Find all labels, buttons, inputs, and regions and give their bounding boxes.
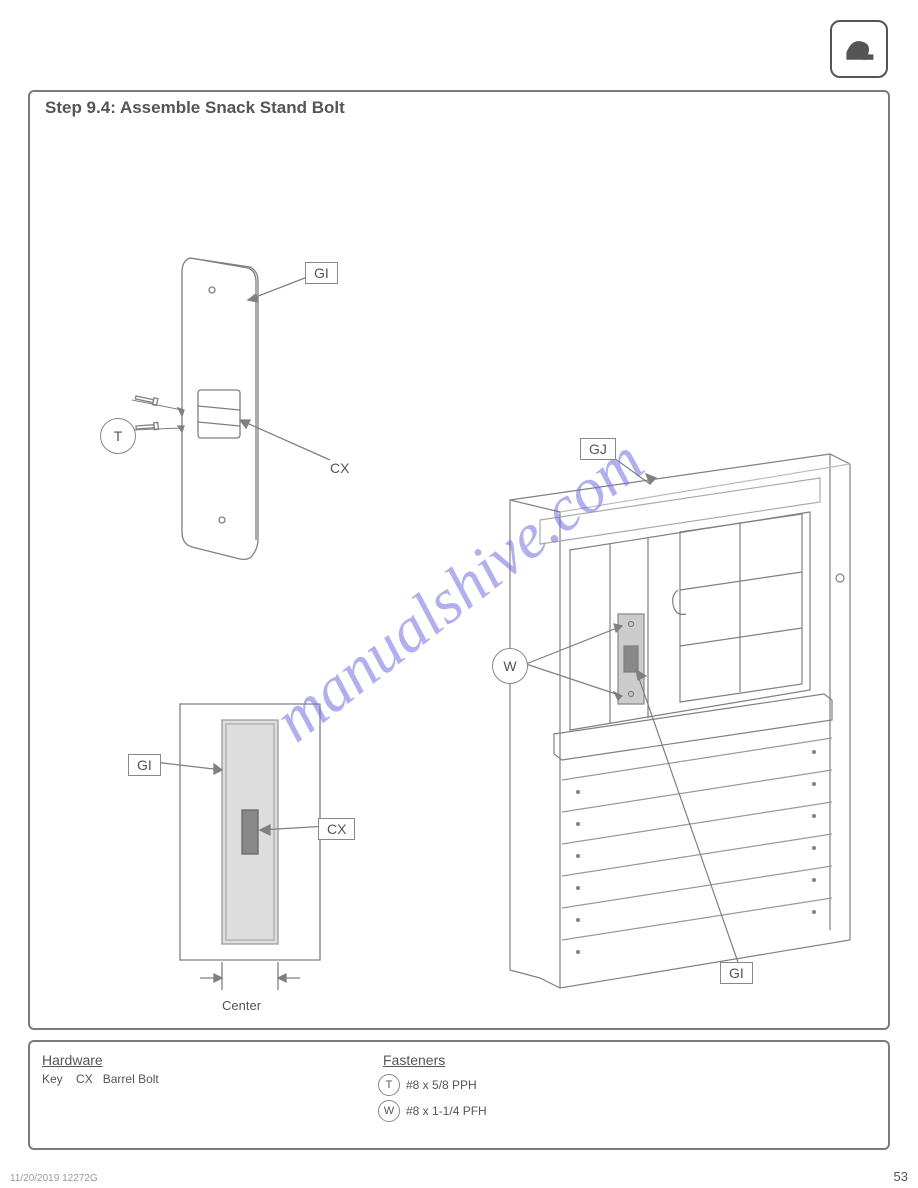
spacing-right-label: CX <box>318 818 355 840</box>
spacing-left-label: GI <box>128 754 161 776</box>
plate-bolt-label: CX <box>330 460 349 476</box>
step-label: Step 9.4: Assemble Snack Stand Bolt <box>45 98 345 118</box>
fastener-desc: #8 x 5/8 PPH <box>406 1078 477 1092</box>
fastener-letter: T <box>114 428 123 444</box>
parts-table: Hardware Key CX Barrel Bolt Fasteners T … <box>28 1040 890 1150</box>
fasteners-title: Fasteners <box>383 1052 445 1068</box>
fastener-row: W #8 x 1-1/4 PFH <box>378 1100 487 1122</box>
hw-item-desc: Barrel Bolt <box>103 1072 159 1086</box>
assembly-fastener-ref: W <box>492 648 528 684</box>
fastener-id: W <box>384 1105 394 1117</box>
tape-measure-icon-box <box>830 20 888 78</box>
main-assembly <box>480 440 870 1000</box>
fastener-id-circle: T <box>378 1074 400 1096</box>
assembly-bottom-label: GI <box>720 962 753 984</box>
fastener-letter: W <box>503 658 516 674</box>
plate-label: GI <box>305 262 338 284</box>
tape-measure-icon <box>841 31 877 67</box>
spacing-dimension: Center <box>222 998 261 1013</box>
hw-item-id: CX <box>76 1072 93 1086</box>
spacing-detail <box>160 700 340 1000</box>
revision-text: 11/20/2019 12272G <box>10 1173 98 1184</box>
plate-fastener-ref: T <box>100 418 136 454</box>
assembly-top-label: GJ <box>580 438 616 460</box>
page-number: 53 <box>894 1169 908 1184</box>
hardware-key: Key CX Barrel Bolt <box>42 1072 159 1086</box>
fastener-id: T <box>386 1079 393 1091</box>
fastener-desc: #8 x 1-1/4 PFH <box>406 1104 487 1118</box>
hw-key-label: Key <box>42 1072 63 1086</box>
hardware-title: Hardware <box>42 1052 103 1068</box>
fastener-row: T #8 x 5/8 PPH <box>378 1074 477 1096</box>
fastener-id-circle: W <box>378 1100 400 1122</box>
plate-detail <box>170 250 270 560</box>
